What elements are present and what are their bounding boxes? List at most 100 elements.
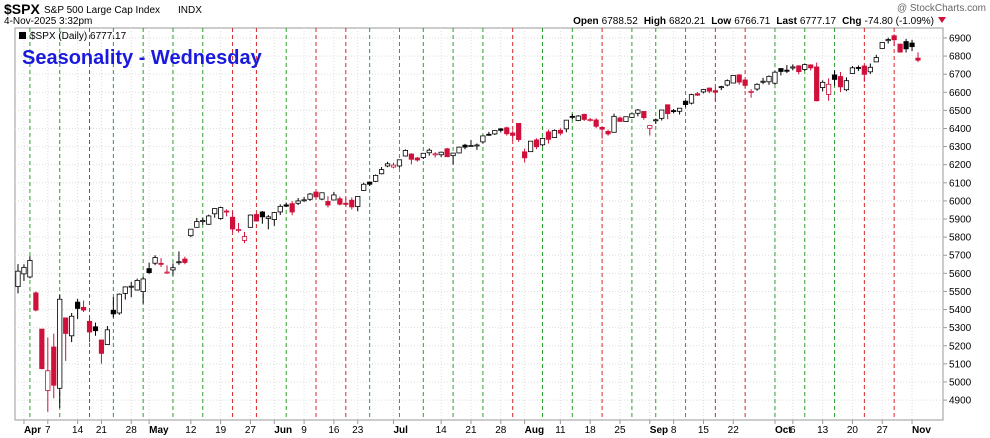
symbol: $SPX: [4, 1, 40, 17]
candle-body: [355, 195, 361, 207]
candle-body: [796, 65, 802, 73]
candle-body: [408, 153, 414, 160]
candle-body: [474, 144, 480, 147]
candle-body: [671, 110, 677, 112]
y-tick-label: 5200: [949, 341, 972, 352]
candle-body: [861, 65, 867, 75]
candle-body: [86, 320, 93, 333]
candle-body: [158, 262, 164, 265]
candle-body: [545, 131, 552, 140]
candle-body: [790, 66, 796, 69]
candle-body: [736, 74, 742, 83]
x-tick-label: Sep: [650, 425, 668, 436]
y-tick-label: 6600: [949, 88, 972, 99]
legend: $SPX (Daily) 6777.17: [30, 31, 127, 42]
quote: Open 6788.52 High 6820.21 Low 6766.71 Last 6777…: [573, 16, 934, 27]
x-tick-label: 19: [215, 425, 227, 436]
x-tick-label: 27: [245, 425, 257, 436]
candle-body: [909, 42, 915, 48]
y-tick-label: 5800: [949, 233, 972, 244]
candle-body: [182, 258, 188, 263]
candle-body: [456, 146, 462, 154]
candle-body: [80, 306, 87, 311]
candle-body: [92, 326, 99, 332]
quote-value: 6777.17: [800, 16, 837, 27]
candle-body: [241, 236, 248, 241]
candle-body: [784, 69, 790, 72]
candle-body: [426, 149, 432, 154]
x-tick-label: 8: [671, 425, 677, 436]
candle-body: [337, 198, 343, 205]
candle-body: [212, 208, 218, 215]
candle-body: [367, 181, 373, 185]
candle-body: [313, 191, 319, 198]
y-tick-label: 5600: [949, 269, 972, 280]
x-tick-label: Apr: [24, 425, 41, 436]
candle-body: [659, 109, 665, 119]
x-tick-label: 28: [126, 425, 138, 436]
candle-body: [247, 214, 254, 228]
candle-body: [224, 210, 230, 213]
candle-body: [539, 138, 546, 146]
candle-body: [611, 115, 617, 133]
candle-body: [51, 346, 57, 386]
candle-body: [730, 75, 736, 84]
candle-body: [253, 214, 260, 222]
candle-body: [522, 151, 528, 159]
legend-swatch: [19, 32, 26, 39]
candle-body: [444, 148, 450, 158]
candle-body: [152, 257, 158, 264]
candle-body: [170, 267, 176, 271]
chart-title: Seasonality - Wednesday: [22, 47, 263, 69]
quote-value: 6788.52: [602, 16, 639, 27]
candle-body: [343, 202, 349, 205]
source: @ StockCharts.com: [897, 3, 986, 14]
candle-body: [57, 298, 63, 389]
y-tick-label: 5400: [949, 305, 972, 316]
candle-body: [45, 370, 51, 391]
candle-body: [188, 228, 194, 237]
candle-body: [885, 39, 891, 42]
candle-body: [390, 164, 397, 168]
candle-body: [831, 74, 838, 80]
quote-label: Chg: [842, 16, 861, 27]
candle-body: [176, 261, 182, 264]
candle-body: [319, 192, 325, 200]
candle-body: [21, 266, 27, 275]
candle-body: [462, 144, 468, 148]
candle-body: [265, 216, 271, 219]
candle-body: [641, 111, 647, 119]
candle-body: [259, 211, 265, 218]
plot-frame: [14, 27, 944, 421]
candle-body: [802, 64, 808, 70]
candle-body: [432, 153, 438, 156]
x-tick-label: May: [149, 425, 169, 436]
candle-body: [164, 271, 170, 274]
y-tick-label: 6900: [949, 33, 972, 44]
quote-label: Last: [776, 16, 797, 27]
candle-body: [635, 109, 641, 114]
candle-body: [897, 43, 903, 53]
candle-body: [647, 125, 653, 129]
candle-body: [724, 80, 730, 86]
quote-value: 6766.71: [734, 16, 771, 27]
candle-body: [218, 207, 224, 219]
y-tick-label: 5900: [949, 215, 972, 226]
candle-body: [349, 199, 355, 208]
y-tick-label: 5500: [949, 287, 972, 298]
y-tick-label: 5000: [949, 377, 972, 388]
candle-body: [75, 301, 81, 309]
x-tick-label: 23: [352, 425, 364, 436]
x-tick-label: 16: [328, 425, 340, 436]
x-tick-label: 27: [877, 425, 889, 436]
candle-body: [903, 41, 909, 50]
candle-body: [468, 145, 474, 147]
candle-body: [384, 163, 391, 167]
candle-body: [825, 83, 832, 95]
x-tick-label: 12: [185, 425, 197, 436]
candle-body: [569, 115, 575, 118]
candle-body: [688, 94, 695, 104]
candle-body: [498, 128, 504, 131]
y-tick-label: 6000: [949, 196, 972, 207]
candle-body: [402, 149, 409, 157]
